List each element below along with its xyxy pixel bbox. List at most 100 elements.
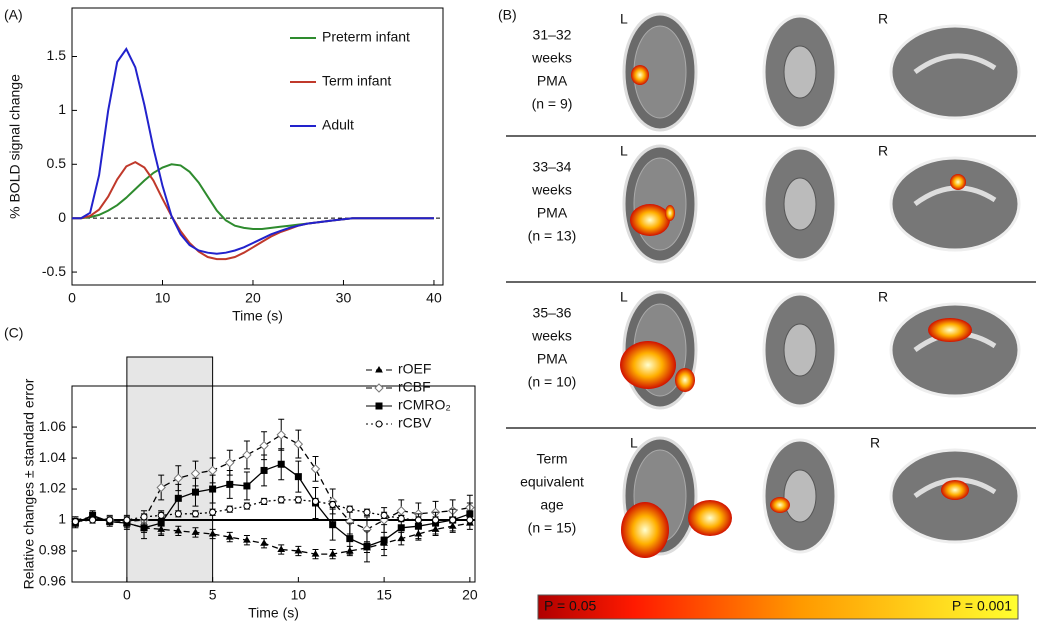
marker	[173, 473, 184, 483]
marker	[226, 480, 234, 488]
x-tick-label: 30	[336, 290, 352, 306]
activation	[941, 480, 969, 500]
marker	[277, 460, 285, 468]
stimulus-span	[126, 356, 214, 583]
marker	[466, 510, 474, 518]
x-axis-label: Time (s)	[232, 308, 283, 324]
legend-label: rCBF	[398, 379, 431, 395]
marker	[260, 539, 268, 546]
marker	[174, 526, 183, 534]
marker	[243, 536, 251, 543]
y-axis-label: % BOLD signal change	[7, 74, 23, 219]
row-label: 33–34	[533, 159, 572, 175]
y-tick-label: 0.5	[47, 155, 67, 171]
marker	[140, 513, 148, 521]
activation	[688, 500, 732, 536]
x-axis-label: Time (s)	[248, 605, 299, 621]
y-tick-label: 1	[58, 101, 66, 117]
marker	[89, 516, 97, 524]
brain-axial-inner	[633, 157, 687, 251]
row-label: weeks	[531, 50, 572, 66]
x-tick-label: 10	[291, 587, 307, 603]
marker	[294, 496, 302, 504]
marker	[396, 506, 406, 516]
series-line	[72, 47, 434, 255]
activation	[621, 502, 669, 558]
row-label: 31–32	[533, 27, 572, 43]
row-label: (n = 13)	[528, 228, 577, 244]
marker	[277, 496, 285, 504]
y-tick-label: 1.06	[39, 418, 66, 434]
brain-sagittal	[889, 24, 1021, 120]
brain-sagittal	[889, 302, 1021, 398]
row-label: weeks	[531, 182, 572, 198]
panel-label: (C)	[4, 325, 23, 341]
hemisphere-left: L	[620, 143, 628, 159]
row-label: PMA	[537, 73, 568, 89]
marker	[225, 533, 234, 540]
marker	[466, 516, 474, 524]
legend-label: Preterm infant	[322, 29, 410, 45]
marker	[414, 522, 422, 530]
marker	[259, 440, 269, 451]
marker	[397, 524, 405, 532]
legend-label: rCMRO₂	[398, 397, 451, 413]
marker	[375, 366, 383, 373]
panel-label: (B)	[498, 7, 517, 23]
marker	[310, 464, 321, 474]
marker	[276, 430, 286, 440]
marker	[363, 542, 371, 550]
x-tick-label: 5	[209, 587, 217, 603]
row-label: PMA	[537, 351, 568, 367]
marker	[209, 508, 217, 516]
y-axis-label: Relative changes ± standard error	[21, 378, 37, 589]
x-tick-label: 15	[376, 587, 392, 603]
marker	[414, 516, 422, 524]
marker	[375, 420, 383, 428]
legend-label: Adult	[322, 117, 354, 133]
marker	[312, 497, 320, 505]
marker	[209, 485, 217, 493]
colorbar-low: P = 0.05	[544, 598, 597, 614]
brain-axial2-inner	[783, 469, 817, 523]
legend-label: rCBV	[398, 415, 432, 431]
series-line	[75, 516, 471, 555]
marker	[225, 457, 235, 468]
row-label: weeks	[531, 328, 572, 344]
x-tick-label: 40	[426, 290, 442, 306]
activation	[630, 204, 670, 236]
row-label: (n = 15)	[528, 520, 577, 536]
y-tick-label: 1.04	[39, 449, 66, 465]
row-label: PMA	[537, 205, 568, 221]
row-label: (n = 10)	[528, 374, 577, 390]
activation	[665, 205, 675, 221]
marker	[157, 519, 165, 527]
marker	[397, 514, 405, 522]
marker	[329, 521, 337, 529]
hemisphere-right: R	[870, 435, 880, 451]
marker	[190, 468, 201, 479]
row-label: Term	[536, 451, 567, 467]
marker	[375, 402, 383, 410]
legend-label: Term infant	[322, 73, 391, 89]
y-tick-label: 0	[58, 209, 66, 225]
marker	[311, 550, 320, 557]
legend-label: rOEF	[398, 361, 431, 377]
colorbar	[537, 594, 1019, 620]
activation	[631, 65, 649, 85]
marker	[432, 516, 440, 524]
marker	[346, 505, 354, 513]
marker	[243, 482, 251, 490]
y-tick-label: 1.5	[47, 47, 67, 63]
marker	[374, 383, 384, 393]
marker	[208, 529, 217, 537]
marker	[207, 465, 218, 476]
marker	[174, 494, 182, 502]
x-tick-label: 20	[462, 587, 478, 603]
marker	[260, 466, 268, 474]
marker	[380, 511, 388, 519]
marker	[380, 536, 388, 544]
marker	[123, 516, 131, 524]
activation	[675, 368, 695, 392]
